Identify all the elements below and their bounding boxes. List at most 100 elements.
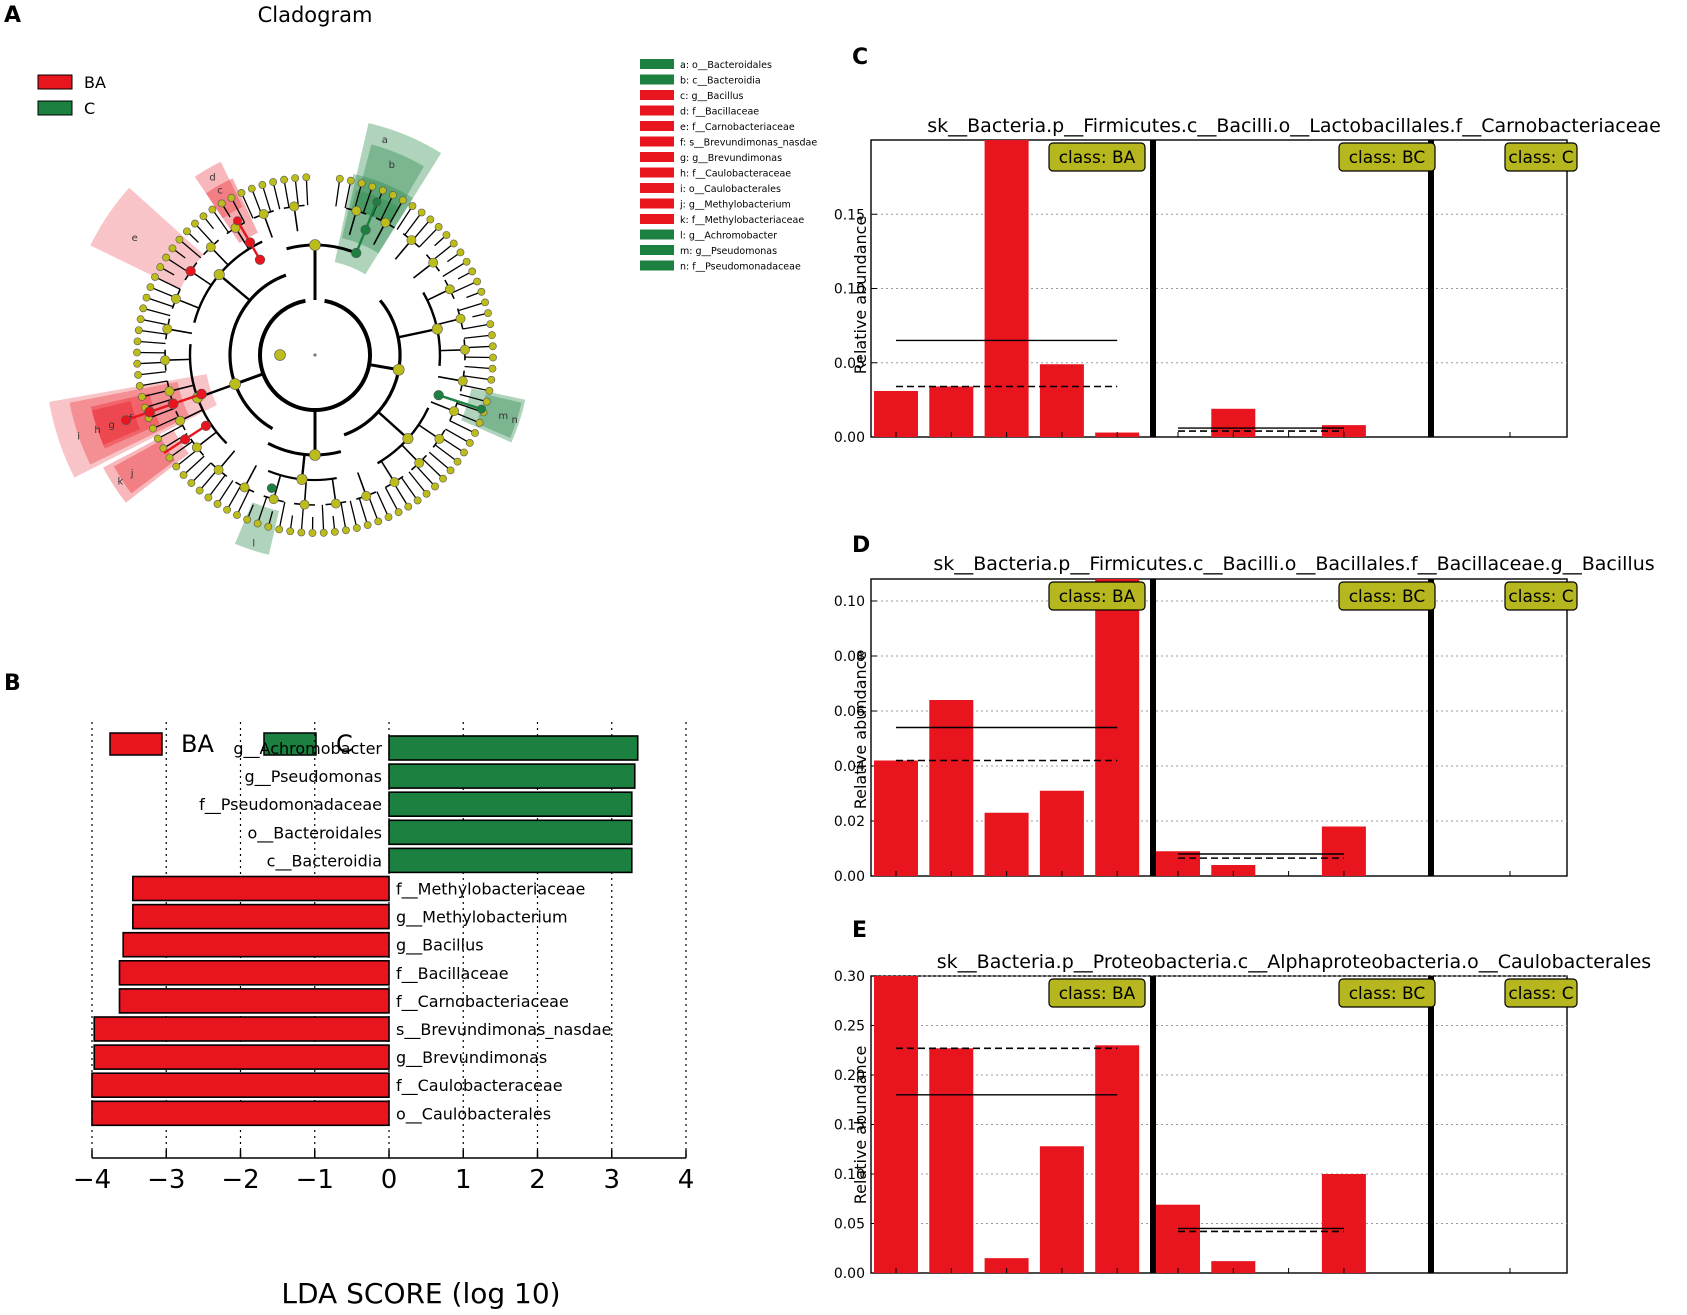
tree-node bbox=[213, 269, 225, 281]
cladogram-legend-swatch-c bbox=[37, 100, 73, 116]
tree-node bbox=[408, 202, 417, 210]
tree-node bbox=[175, 235, 184, 244]
tree-node bbox=[286, 527, 295, 536]
tree-branch bbox=[408, 471, 428, 495]
tree-node bbox=[185, 266, 196, 277]
tree-node bbox=[486, 320, 495, 328]
tree-branch bbox=[335, 178, 341, 207]
tree-node bbox=[200, 420, 212, 431]
tree-branch bbox=[240, 192, 254, 219]
tree-arc bbox=[267, 441, 342, 457]
bar bbox=[1039, 1146, 1084, 1273]
tree-node bbox=[475, 418, 484, 427]
bar bbox=[132, 875, 390, 902]
tree-branch bbox=[463, 375, 492, 381]
key-swatch bbox=[640, 260, 674, 271]
tree-node bbox=[476, 404, 486, 414]
bar-label: g__Pseudomonas bbox=[245, 767, 382, 787]
class-tag-label: class: BA bbox=[1059, 984, 1136, 1004]
tree-node bbox=[444, 284, 455, 295]
tree-node bbox=[299, 499, 310, 510]
tree-node bbox=[468, 267, 477, 276]
bar bbox=[1321, 826, 1366, 876]
bar bbox=[874, 760, 918, 876]
tree-node bbox=[471, 429, 479, 437]
tree-node bbox=[156, 263, 165, 271]
y-axis-label: Relative abundance bbox=[851, 1046, 870, 1205]
tree-branch bbox=[138, 371, 167, 376]
tree-node bbox=[266, 483, 277, 493]
cladogram-legend-swatch-ba bbox=[37, 74, 73, 90]
lda-chart: −4 −3 −2 −1 0 1 2 3 4 g__Achromobacter g__Pseudomo… bbox=[73, 722, 694, 1195]
bar-label: f__Bacillaceae bbox=[396, 964, 509, 984]
bar bbox=[1039, 790, 1084, 876]
tree-branch bbox=[283, 179, 290, 208]
cladogram-tree: abcdefghijklmn bbox=[49, 123, 526, 555]
tree-node bbox=[229, 378, 241, 390]
chart-title: sk__Bacteria.p__Firmicutes.c__Bacilli.o_… bbox=[933, 553, 1654, 575]
tree-node bbox=[485, 386, 494, 395]
tree-node bbox=[302, 173, 311, 182]
tree-node bbox=[275, 525, 284, 534]
sector-label: e bbox=[132, 233, 138, 244]
tree-node bbox=[133, 337, 142, 346]
sector-label: d bbox=[209, 172, 215, 183]
sector-label: j bbox=[130, 469, 134, 480]
sector-label: i bbox=[77, 431, 80, 442]
tree-node bbox=[289, 201, 300, 212]
key-swatch bbox=[640, 136, 674, 147]
bar-label: f__Pseudomonadaceae bbox=[199, 795, 382, 815]
tree-node bbox=[361, 491, 372, 501]
tree-node bbox=[488, 364, 497, 373]
tree-node bbox=[481, 298, 489, 307]
bar bbox=[1095, 1045, 1140, 1273]
sector-label: g bbox=[109, 420, 115, 431]
tree-node bbox=[309, 449, 321, 461]
tree-branch bbox=[179, 239, 202, 259]
tree-node bbox=[449, 406, 459, 417]
tree-node bbox=[159, 444, 168, 453]
tree-node bbox=[165, 453, 174, 462]
x-tick-label: −4 bbox=[73, 1165, 111, 1195]
sector-label: a bbox=[382, 135, 388, 146]
tree-branch bbox=[462, 323, 491, 330]
tree-node bbox=[374, 517, 383, 526]
tree-branch bbox=[422, 458, 444, 480]
bar bbox=[388, 819, 633, 846]
tree-branch bbox=[154, 276, 181, 290]
key-label: e: f__Carnobacteriaceae bbox=[680, 122, 795, 133]
tree-node bbox=[223, 505, 231, 514]
tree-branch bbox=[461, 384, 490, 392]
tree-node bbox=[134, 370, 143, 379]
bar bbox=[874, 390, 918, 437]
bar bbox=[93, 1016, 390, 1042]
y-tick-label: 0.10 bbox=[834, 1167, 865, 1183]
y-tick-label: 0.05 bbox=[834, 1217, 865, 1233]
class-tag bbox=[1504, 581, 1578, 611]
key-swatch bbox=[640, 245, 674, 255]
tree-branch bbox=[458, 301, 486, 312]
tree-node bbox=[297, 528, 306, 537]
lda-legend-label-ba: BA bbox=[181, 730, 214, 758]
bar bbox=[1211, 1261, 1256, 1273]
tree-node bbox=[414, 458, 425, 468]
bar bbox=[91, 1072, 390, 1098]
tree-node bbox=[319, 528, 328, 537]
class-tag bbox=[1338, 581, 1436, 611]
tree-node bbox=[217, 199, 226, 208]
sector-label: b bbox=[389, 160, 395, 171]
tree-branch bbox=[418, 226, 440, 248]
tree-branch bbox=[459, 393, 487, 403]
tree-branch bbox=[400, 477, 419, 501]
tree-node bbox=[204, 493, 213, 502]
tree-branch bbox=[377, 410, 409, 440]
tree-branch bbox=[143, 307, 171, 317]
tree-branch bbox=[175, 448, 199, 468]
sector-label: l bbox=[252, 538, 255, 549]
tree-branch bbox=[125, 392, 202, 422]
tree-branch bbox=[169, 440, 193, 459]
key-swatch bbox=[640, 183, 674, 193]
x-tick-label: −1 bbox=[296, 1165, 334, 1195]
abundance-chart-carnobacteriaceae: sk__Bacteria.p__Firmicutes.c__Bacilli.o_… bbox=[834, 115, 1661, 446]
